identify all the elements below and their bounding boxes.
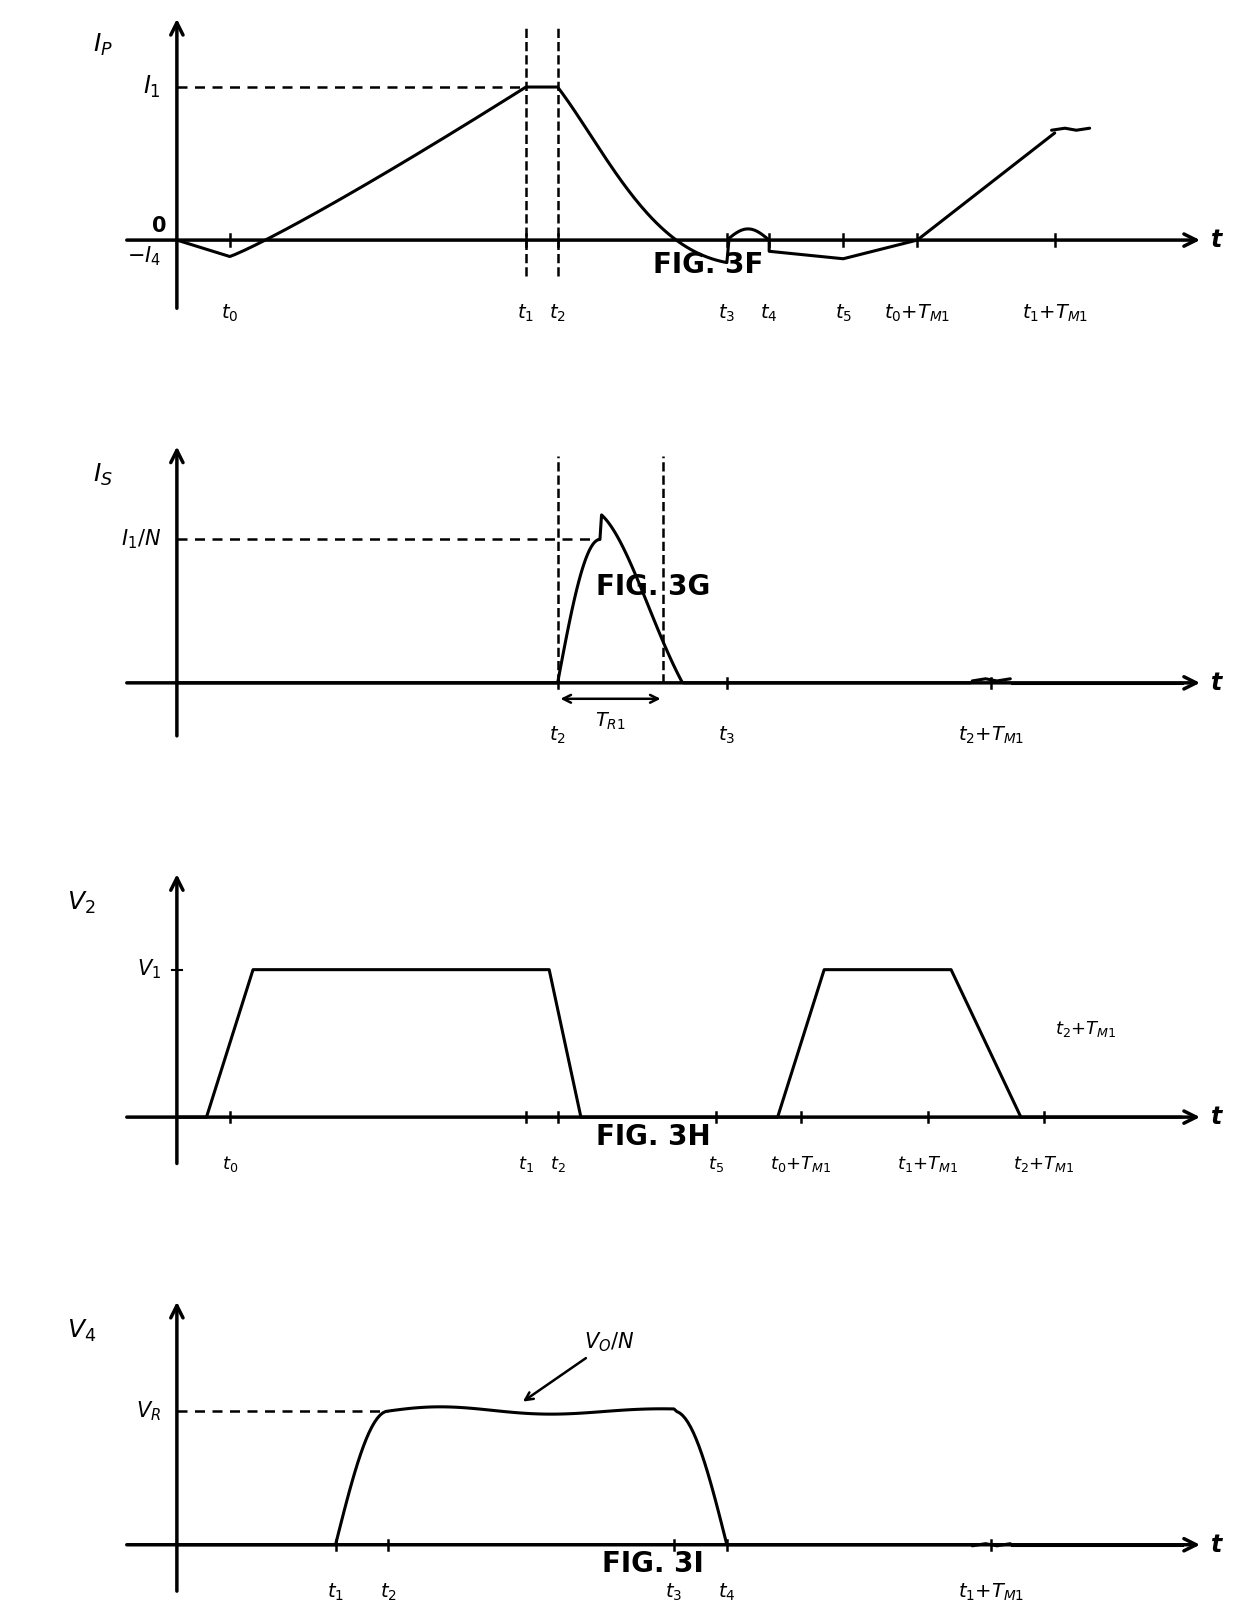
Text: 0: 0 [151,216,166,237]
Text: t: t [1211,1104,1223,1129]
Text: $t_0$: $t_0$ [222,1154,238,1174]
Text: $I_P$: $I_P$ [93,32,113,58]
Text: $V_4$: $V_4$ [67,1319,97,1344]
Text: $t_5$: $t_5$ [835,303,852,324]
Text: $V_O/N$: $V_O/N$ [526,1330,635,1401]
Text: $t_0{+}T_{M1}$: $t_0{+}T_{M1}$ [770,1154,832,1174]
Text: $t_1$: $t_1$ [327,1581,343,1604]
Text: $t_0{+}T_{M1}$: $t_0{+}T_{M1}$ [884,303,950,324]
Text: $t_3$: $t_3$ [718,724,735,745]
Text: t: t [1211,1533,1223,1557]
Text: FIG. 3I: FIG. 3I [601,1550,703,1578]
Text: $t_2$: $t_2$ [549,303,567,324]
Text: $I_S$: $I_S$ [93,462,113,488]
Text: $t_1{+}T_{M1}$: $t_1{+}T_{M1}$ [1022,303,1087,324]
Text: $-I_4$: $-I_4$ [126,245,161,269]
Text: $t_1{+}T_{M1}$: $t_1{+}T_{M1}$ [959,1581,1024,1604]
Text: $t_2{+}T_{M1}$: $t_2{+}T_{M1}$ [1055,1019,1116,1038]
Text: $t_3$: $t_3$ [666,1581,682,1604]
Text: $t_1$: $t_1$ [518,1154,534,1174]
Text: $t_1$: $t_1$ [517,303,534,324]
Text: $t_2$: $t_2$ [379,1581,397,1604]
Text: $t_2$: $t_2$ [549,724,567,745]
Text: $t_0$: $t_0$ [221,303,238,324]
Text: $t_4$: $t_4$ [760,303,777,324]
Text: $I_1$: $I_1$ [143,74,161,100]
Text: $t_2{+}T_{M1}$: $t_2{+}T_{M1}$ [959,724,1024,745]
Text: FIG. 3H: FIG. 3H [595,1122,711,1151]
Text: t: t [1211,671,1223,696]
Text: $t_2$: $t_2$ [549,1154,565,1174]
Text: $T_{R1}$: $T_{R1}$ [595,710,626,733]
Text: $t_4$: $t_4$ [718,1581,735,1604]
Text: $t_5$: $t_5$ [708,1154,724,1174]
Text: FIG. 3F: FIG. 3F [652,251,763,279]
Text: $V_R$: $V_R$ [136,1399,161,1423]
Text: $V_1$: $V_1$ [136,958,161,982]
Text: $V_2$: $V_2$ [67,890,95,916]
Text: $t_3$: $t_3$ [718,303,735,324]
Text: $t_2{+}T_{M1}$: $t_2{+}T_{M1}$ [1013,1154,1075,1174]
Text: $I_1/N$: $I_1/N$ [120,528,161,551]
Text: FIG. 3G: FIG. 3G [595,573,711,601]
Text: $t_1{+}T_{M1}$: $t_1{+}T_{M1}$ [897,1154,959,1174]
Text: t: t [1211,229,1223,253]
